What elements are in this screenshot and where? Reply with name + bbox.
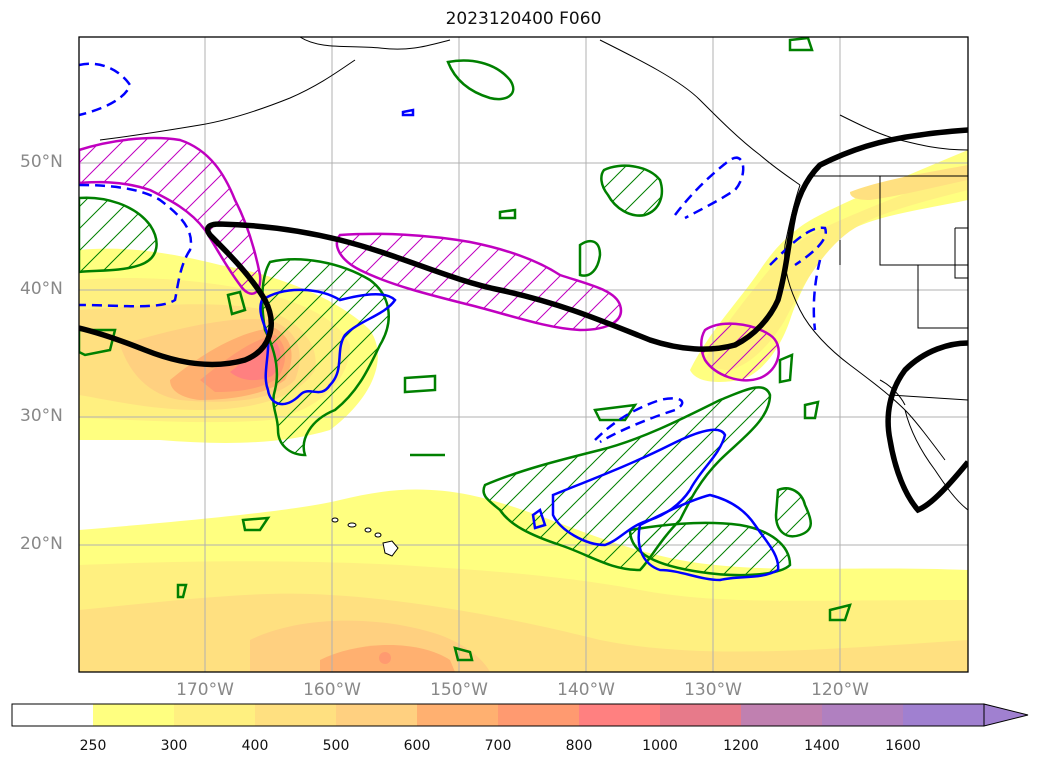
colorbar-tick-label: 400 — [241, 738, 269, 754]
lat-label-20n: 20°N — [20, 534, 63, 554]
colorbar-segment — [417, 704, 499, 726]
colorbar-tick-label: 1400 — [804, 738, 840, 754]
colorbar-segment — [822, 704, 904, 726]
colorbar-segment — [498, 704, 580, 726]
colorbar-tick-label: 1200 — [723, 738, 759, 754]
colorbar-outline — [11, 703, 985, 727]
colorbar-tick-label: 250 — [79, 738, 107, 754]
lon-label-130w: 130°W — [684, 680, 742, 700]
hawaii-islands — [331, 517, 399, 557]
colorbar-tick-label: 700 — [484, 738, 512, 754]
colorbar-segment — [12, 704, 94, 726]
jet-contours — [79, 127, 968, 514]
lon-label-140w: 140°W — [557, 680, 615, 700]
colorbar-tick-label: 500 — [322, 738, 350, 754]
colorbar-segment — [579, 704, 661, 726]
colorbar-segment — [660, 704, 742, 726]
colorbar-tick-label: 1000 — [642, 738, 678, 754]
lat-label-40n: 40°N — [20, 279, 63, 299]
map-frame — [78, 36, 969, 673]
colorbar-segment — [903, 704, 985, 726]
colorbar-segment — [93, 704, 175, 726]
colorbar-segment — [174, 704, 256, 726]
lon-label-170w: 170°W — [176, 680, 234, 700]
lon-label-150w: 150°W — [430, 680, 488, 700]
blue-dashed-contours — [79, 62, 827, 444]
colorbar-tick-label: 300 — [160, 738, 188, 754]
lat-label-50n: 50°N — [20, 152, 63, 172]
colorbar-extend-arrow — [983, 703, 1029, 727]
colorbar-tick-label: 1600 — [885, 738, 921, 754]
colorbar — [11, 703, 1029, 727]
colorbar-segment — [255, 704, 337, 726]
colorbar-segment — [741, 704, 823, 726]
blue-solid-contours — [259, 108, 780, 582]
map-title: 2023120400 F060 — [445, 9, 602, 29]
colorbar-segment — [336, 704, 418, 726]
lon-label-160w: 160°W — [303, 680, 361, 700]
lat-label-30n: 30°N — [20, 406, 63, 426]
colorbar-tick-label: 800 — [565, 738, 593, 754]
colorbar-tick-label: 600 — [403, 738, 431, 754]
political-borders — [808, 175, 968, 401]
lon-label-120w: 120°W — [811, 680, 869, 700]
magenta-hatch-regions — [79, 136, 780, 382]
